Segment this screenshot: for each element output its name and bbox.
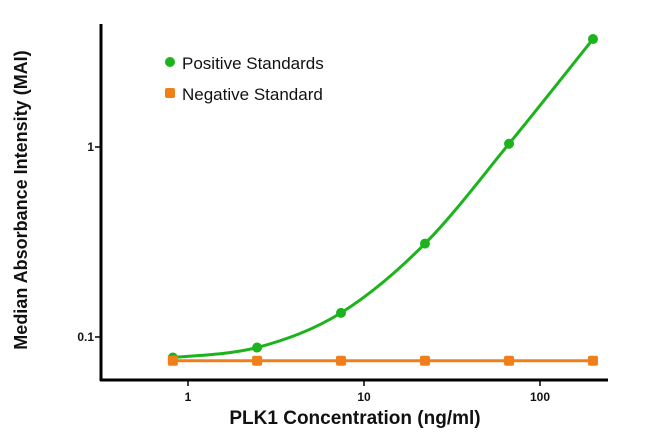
legend-label-negative: Negative Standard (182, 85, 323, 104)
y-axis-label: Median Absorbance Intensity (MAI) (11, 50, 31, 349)
series-layer (167, 34, 598, 366)
positive-standards-point (504, 138, 515, 149)
positive-standards-point (252, 342, 263, 353)
ticks: 1 10 100 0.1 1 (77, 140, 550, 404)
x-tick-label: 1 (185, 390, 192, 404)
negative-standard-point (167, 355, 178, 366)
legend-marker-negative (165, 88, 175, 98)
negative-standard-point (587, 355, 598, 366)
y-tick-label: 1 (87, 140, 94, 154)
legend-label-positive: Positive Standards (182, 54, 324, 73)
x-tick-label: 100 (530, 390, 550, 404)
legend: Positive Standards Negative Standard (165, 54, 324, 104)
negative-standard-point (252, 355, 263, 366)
positive-standards-point (335, 307, 346, 318)
x-tick-label: 10 (357, 390, 371, 404)
y-tick-label: 0.1 (77, 330, 94, 344)
legend-marker-positive (165, 57, 175, 67)
negative-standard-point (419, 355, 430, 366)
negative-standard-point (504, 355, 515, 366)
positive-standards-point (419, 238, 430, 249)
negative-standard-point (335, 355, 346, 366)
positive-standards-point (587, 34, 598, 45)
x-axis-label: PLK1 Concentration (ng/ml) (229, 408, 480, 429)
